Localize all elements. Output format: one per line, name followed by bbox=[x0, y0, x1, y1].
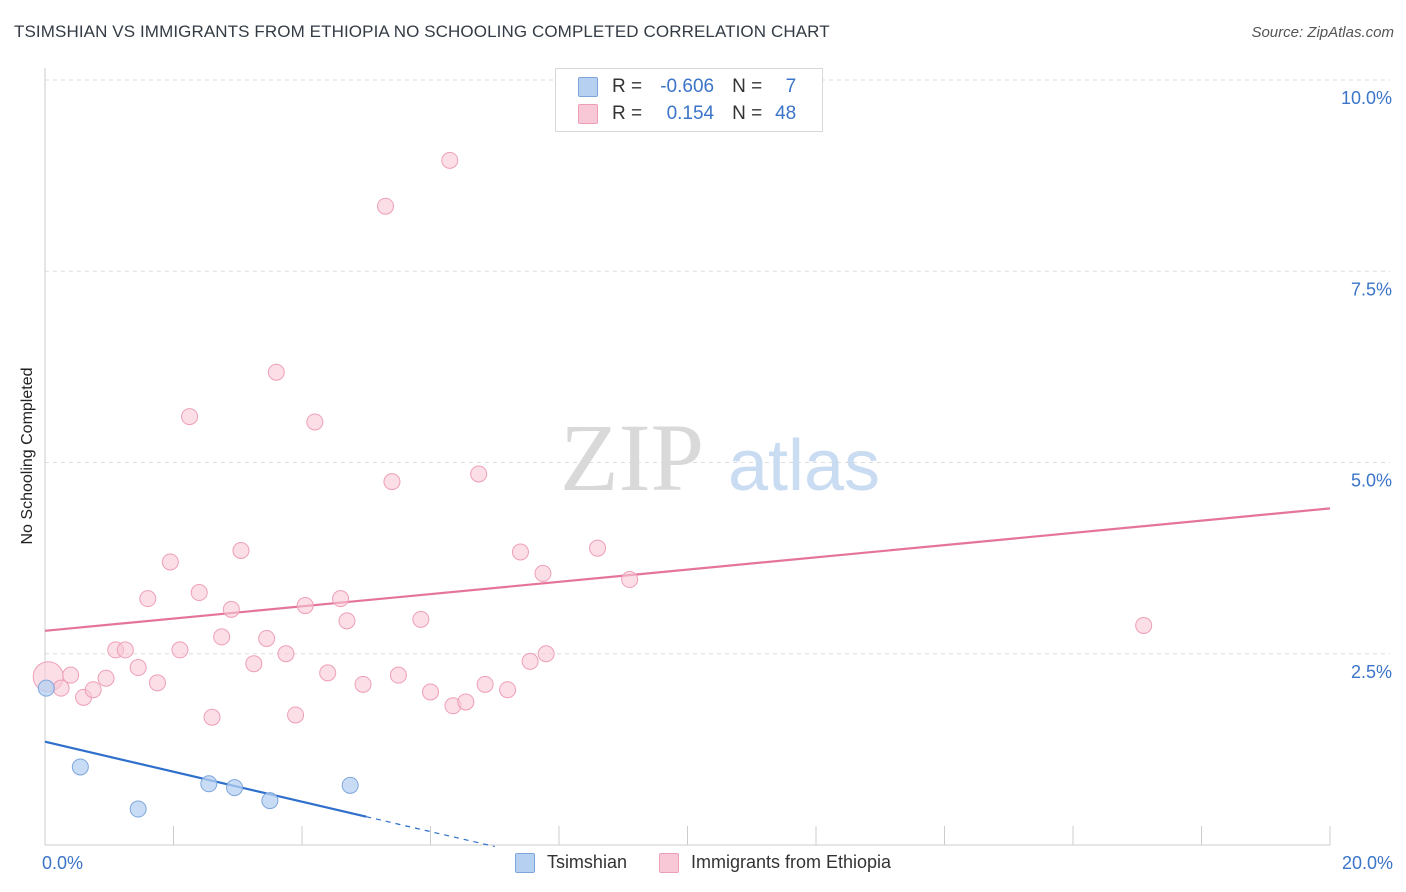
point-ethiopia bbox=[296, 597, 314, 615]
point-tsimshian bbox=[37, 679, 55, 697]
point-ethiopia bbox=[116, 641, 134, 659]
point-ethiopia bbox=[1135, 616, 1153, 634]
legend-r-label: R = bbox=[612, 76, 643, 97]
point-tsimshian bbox=[341, 776, 359, 794]
legend-r-value: 0.154 bbox=[666, 103, 715, 124]
point-ethiopia bbox=[457, 693, 475, 711]
point-ethiopia bbox=[389, 666, 407, 684]
point-ethiopia bbox=[84, 681, 102, 699]
legend-swatch-ethiopia bbox=[578, 104, 598, 124]
legend-n-label: N = bbox=[732, 76, 763, 97]
point-ethiopia bbox=[354, 675, 372, 693]
series-legend: Tsimshian Immigrants from Ethiopia bbox=[0, 852, 1406, 873]
point-ethiopia bbox=[383, 473, 401, 491]
point-ethiopia bbox=[222, 600, 240, 618]
gridlines bbox=[45, 79, 1390, 655]
point-ethiopia bbox=[476, 675, 494, 693]
point-ethiopia bbox=[511, 543, 529, 561]
point-ethiopia bbox=[470, 465, 488, 483]
point-ethiopia bbox=[232, 541, 250, 559]
trend-line-tsimshian-extension bbox=[366, 816, 495, 848]
point-ethiopia bbox=[534, 564, 552, 582]
legend-swatch-ethiopia bbox=[658, 852, 679, 873]
x-tick-label: 0.0% bbox=[42, 853, 83, 873]
point-ethiopia bbox=[499, 681, 517, 699]
point-ethiopia bbox=[267, 363, 285, 381]
data-points bbox=[32, 151, 1153, 818]
point-ethiopia bbox=[441, 151, 459, 169]
point-ethiopia bbox=[129, 659, 147, 677]
trend-lines bbox=[44, 507, 1331, 848]
point-ethiopia bbox=[97, 669, 115, 687]
point-ethiopia bbox=[181, 408, 199, 426]
legend-n-value: 7 bbox=[785, 76, 797, 97]
tick-labels: 2.5% 5.0% 7.5% 10.0% 0.0% 20.0% bbox=[42, 88, 1393, 873]
trend-line-ethiopia bbox=[44, 507, 1331, 632]
watermark: ZIP atlas bbox=[560, 404, 880, 511]
point-ethiopia bbox=[621, 571, 639, 589]
point-ethiopia bbox=[190, 584, 208, 602]
legend-row-tsimshian: R = -0.606 N = 7 bbox=[578, 75, 796, 99]
point-ethiopia bbox=[139, 590, 157, 608]
point-ethiopia bbox=[589, 539, 607, 557]
legend-n-label: N = bbox=[732, 103, 763, 124]
point-ethiopia bbox=[521, 652, 539, 670]
watermark-atlas: atlas bbox=[728, 426, 880, 506]
legend-swatch-tsimshian bbox=[578, 77, 598, 97]
correlation-legend: R = -0.606 N = 7 R = 0.154 N = 48 bbox=[555, 68, 823, 132]
legend-item-tsimshian: Tsimshian bbox=[514, 852, 627, 873]
point-tsimshian bbox=[129, 800, 147, 818]
point-ethiopia bbox=[203, 708, 221, 726]
point-ethiopia bbox=[245, 655, 263, 673]
point-ethiopia bbox=[306, 413, 324, 431]
point-ethiopia bbox=[171, 641, 189, 659]
y-tick-label: 2.5% bbox=[1351, 662, 1392, 682]
point-ethiopia bbox=[377, 197, 395, 215]
point-ethiopia bbox=[287, 706, 305, 724]
y-tick-label: 7.5% bbox=[1351, 279, 1392, 299]
point-ethiopia bbox=[537, 645, 555, 663]
point-ethiopia bbox=[277, 645, 295, 663]
point-tsimshian bbox=[200, 775, 218, 793]
point-ethiopia bbox=[62, 666, 80, 684]
point-ethiopia bbox=[213, 628, 231, 646]
x-tick-label: 20.0% bbox=[1342, 853, 1393, 873]
point-ethiopia bbox=[258, 629, 276, 647]
legend-r-value: -0.606 bbox=[660, 76, 715, 97]
point-tsimshian bbox=[226, 779, 244, 797]
chart-title: TSIMSHIAN VS IMMIGRANTS FROM ETHIOPIA NO… bbox=[14, 22, 830, 41]
point-ethiopia bbox=[422, 683, 439, 701]
point-ethiopia bbox=[319, 664, 337, 682]
legend-row-ethiopia: R = 0.154 N = 48 bbox=[578, 102, 796, 126]
y-tick-label: 5.0% bbox=[1351, 471, 1392, 491]
legend-label-tsimshian: Tsimshian bbox=[546, 852, 627, 872]
point-ethiopia bbox=[412, 610, 430, 628]
legend-n-value: 48 bbox=[775, 103, 797, 124]
source-label: Source: ZipAtlas.com bbox=[1251, 24, 1394, 41]
y-tick-label: 10.0% bbox=[1341, 88, 1392, 108]
point-tsimshian bbox=[261, 792, 279, 810]
legend-r-label: R = bbox=[612, 103, 643, 124]
axes bbox=[44, 68, 1331, 846]
legend-label-ethiopia: Immigrants from Ethiopia bbox=[690, 852, 892, 872]
point-ethiopia bbox=[332, 590, 350, 608]
watermark-zip: ZIP bbox=[560, 404, 704, 511]
legend-item-ethiopia: Immigrants from Ethiopia bbox=[658, 852, 892, 873]
point-tsimshian bbox=[71, 758, 89, 776]
point-ethiopia bbox=[161, 553, 179, 571]
legend-swatch-tsimshian bbox=[514, 852, 535, 873]
point-ethiopia bbox=[148, 674, 166, 692]
point-ethiopia bbox=[338, 612, 356, 630]
